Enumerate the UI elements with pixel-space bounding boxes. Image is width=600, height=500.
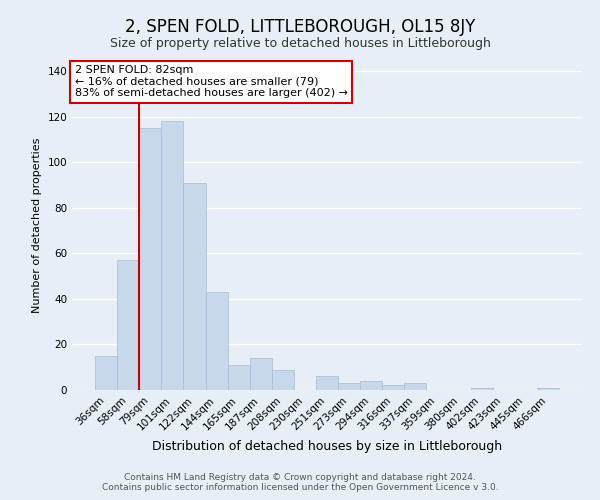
Y-axis label: Number of detached properties: Number of detached properties [32,138,42,312]
Bar [139,128,161,390]
Bar [206,292,227,390]
Bar [227,365,250,390]
Bar [272,370,294,390]
Bar [184,183,206,390]
Bar [250,358,272,390]
Bar [95,356,117,390]
Text: 2 SPEN FOLD: 82sqm
← 16% of detached houses are smaller (79)
83% of semi-detache: 2 SPEN FOLD: 82sqm ← 16% of detached hou… [74,65,347,98]
Bar [360,381,382,390]
Bar [404,383,427,390]
Bar [537,388,559,390]
Text: Size of property relative to detached houses in Littleborough: Size of property relative to detached ho… [110,38,490,51]
X-axis label: Distribution of detached houses by size in Littleborough: Distribution of detached houses by size … [152,440,502,453]
Bar [117,260,139,390]
Bar [338,383,360,390]
Text: Contains HM Land Registry data © Crown copyright and database right 2024.
Contai: Contains HM Land Registry data © Crown c… [101,473,499,492]
Bar [470,388,493,390]
Bar [316,376,338,390]
Bar [382,386,404,390]
Bar [161,122,184,390]
Text: 2, SPEN FOLD, LITTLEBOROUGH, OL15 8JY: 2, SPEN FOLD, LITTLEBOROUGH, OL15 8JY [125,18,475,36]
